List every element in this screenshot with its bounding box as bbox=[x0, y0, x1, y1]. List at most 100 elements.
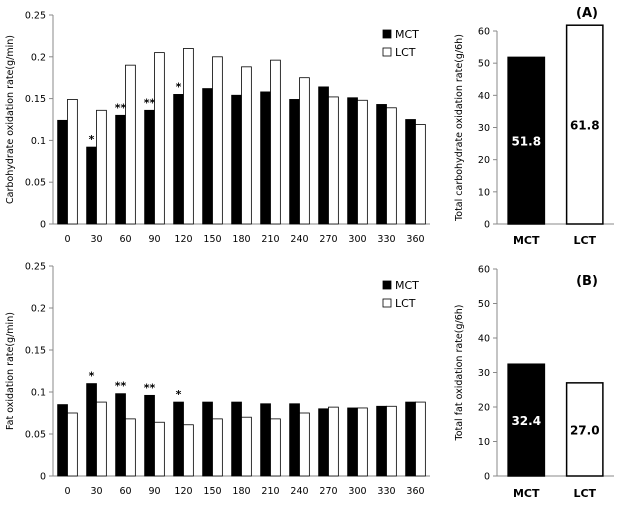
y-tick-label: 10 bbox=[478, 437, 490, 448]
bar-lct-210 bbox=[270, 59, 281, 225]
bar-mct-180 bbox=[231, 401, 242, 477]
panel-label: (B) bbox=[576, 274, 598, 289]
x-tick-label: 270 bbox=[319, 234, 337, 245]
bar-lct-150 bbox=[212, 56, 223, 225]
y-tick-label: 0.05 bbox=[25, 178, 46, 189]
x-tick-label: 120 bbox=[174, 234, 192, 245]
bar-lct-300 bbox=[357, 99, 368, 225]
x-tick-label: 300 bbox=[348, 234, 366, 245]
y-tick-label: 0.15 bbox=[25, 346, 46, 357]
x-tick-label: 360 bbox=[406, 486, 424, 497]
bar-mct-270 bbox=[318, 408, 329, 477]
y-tick-label: 20 bbox=[478, 403, 490, 414]
bar-mct-120 bbox=[173, 401, 184, 477]
legend-label-lct: LCT bbox=[395, 46, 416, 59]
bar-lct-360 bbox=[415, 401, 426, 477]
x-tick-label: 60 bbox=[119, 486, 131, 497]
bar-mct-240 bbox=[289, 403, 300, 477]
bar-lct-300 bbox=[357, 407, 368, 477]
bar-lct-330 bbox=[386, 405, 397, 477]
fat-total-chart: 0 10 20 30 40 50 60 Total fat oxidation rate(g/… bbox=[454, 265, 614, 500]
x-tick-label: 30 bbox=[90, 234, 102, 245]
y-tick-label: 50 bbox=[478, 299, 490, 310]
carb-timecourse-chart: 0 0.05 0.1 0.15 0.2 0.25 Carbohydrate oxidatio… bbox=[5, 11, 430, 245]
x-tick-label: 60 bbox=[119, 234, 131, 245]
bar-value-label: 61.8 bbox=[570, 119, 600, 133]
y-tick-label: 0.1 bbox=[31, 136, 46, 147]
bar-lct-30 bbox=[96, 401, 107, 477]
y-tick-label: 0 bbox=[40, 220, 46, 231]
significance-marker: * bbox=[176, 388, 182, 401]
bar-value-label: 27.0 bbox=[570, 423, 600, 437]
x-tick-label: 300 bbox=[348, 486, 366, 497]
x-tick-label: 240 bbox=[290, 486, 308, 497]
legend-swatch-mct bbox=[382, 29, 392, 39]
x-tick-label: 360 bbox=[406, 234, 424, 245]
bar-mct-0 bbox=[57, 404, 68, 477]
bar-mct-210 bbox=[260, 91, 271, 225]
bar-mct-total bbox=[507, 56, 546, 225]
x-tick-label: LCT bbox=[573, 487, 596, 500]
x-tick-label: 330 bbox=[377, 234, 395, 245]
bar-mct-60 bbox=[115, 114, 126, 225]
x-tick-label: 270 bbox=[319, 486, 337, 497]
bar-lct-270 bbox=[328, 406, 339, 477]
carb-total-chart: 0 10 20 30 40 50 60 Total carbohydrate oxidatio… bbox=[454, 6, 614, 247]
bar-mct-90 bbox=[144, 109, 155, 225]
bar-mct-360 bbox=[405, 119, 416, 225]
y-axis-label: Total fat oxidation rate(g/6h) bbox=[454, 305, 465, 442]
y-axis-label: Fat oxidation rate(g/min) bbox=[5, 312, 16, 430]
bar-mct-330 bbox=[376, 104, 387, 225]
y-tick-label: 20 bbox=[478, 155, 490, 166]
y-tick-label: 0.25 bbox=[25, 262, 46, 273]
bar-lct-total bbox=[565, 382, 604, 477]
significance-marker: ** bbox=[144, 96, 156, 109]
legend-swatch-mct bbox=[382, 280, 392, 290]
bar-mct-total bbox=[507, 363, 546, 477]
bar-lct-270 bbox=[328, 96, 339, 225]
x-tick-label: 90 bbox=[148, 234, 160, 245]
significance-marker: * bbox=[89, 370, 95, 383]
bar-value-label: 51.8 bbox=[511, 135, 541, 149]
y-axis-label: Carbohydrate oxidation rate(g/min) bbox=[5, 35, 16, 204]
bar-lct-90 bbox=[154, 421, 165, 477]
bar-mct-270 bbox=[318, 86, 329, 225]
x-tick-label: 120 bbox=[174, 486, 192, 497]
legend-label-lct: LCT bbox=[395, 297, 416, 310]
bar-mct-90 bbox=[144, 394, 155, 477]
bar-mct-210 bbox=[260, 403, 271, 477]
y-tick-label: 60 bbox=[478, 27, 490, 38]
bar-lct-30 bbox=[96, 109, 107, 225]
bar-lct-360 bbox=[415, 124, 426, 225]
significance-marker: ** bbox=[144, 381, 156, 394]
bar-lct-total bbox=[565, 24, 604, 225]
y-tick-label: 0.1 bbox=[31, 388, 46, 399]
x-tick-label: 150 bbox=[203, 486, 221, 497]
bar-lct-0 bbox=[67, 412, 78, 477]
bar-lct-180 bbox=[241, 66, 252, 225]
legend-swatch-lct bbox=[382, 298, 392, 308]
bar-lct-150 bbox=[212, 418, 223, 477]
bar-lct-60 bbox=[125, 64, 136, 225]
x-tick-label: MCT bbox=[513, 234, 540, 247]
y-tick-label: 40 bbox=[478, 334, 490, 345]
legend-label-mct: MCT bbox=[395, 28, 419, 41]
bar-mct-240 bbox=[289, 99, 300, 225]
panel-label: (A) bbox=[576, 6, 598, 21]
y-tick-label: 30 bbox=[478, 123, 490, 134]
bar-lct-0 bbox=[67, 99, 78, 225]
bar-lct-240 bbox=[299, 77, 310, 225]
bar-mct-30 bbox=[86, 383, 97, 477]
x-tick-label: 210 bbox=[261, 234, 279, 245]
bar-lct-120 bbox=[183, 424, 194, 477]
bar-mct-180 bbox=[231, 94, 242, 225]
significance-marker: ** bbox=[115, 101, 127, 114]
bar-mct-60 bbox=[115, 393, 126, 477]
significance-marker: * bbox=[176, 80, 182, 93]
bar-mct-300 bbox=[347, 97, 358, 225]
bar-lct-90 bbox=[154, 52, 165, 225]
bar-lct-60 bbox=[125, 418, 136, 477]
bar-lct-210 bbox=[270, 418, 281, 477]
significance-marker: ** bbox=[115, 380, 127, 393]
bar-mct-30 bbox=[86, 146, 97, 225]
